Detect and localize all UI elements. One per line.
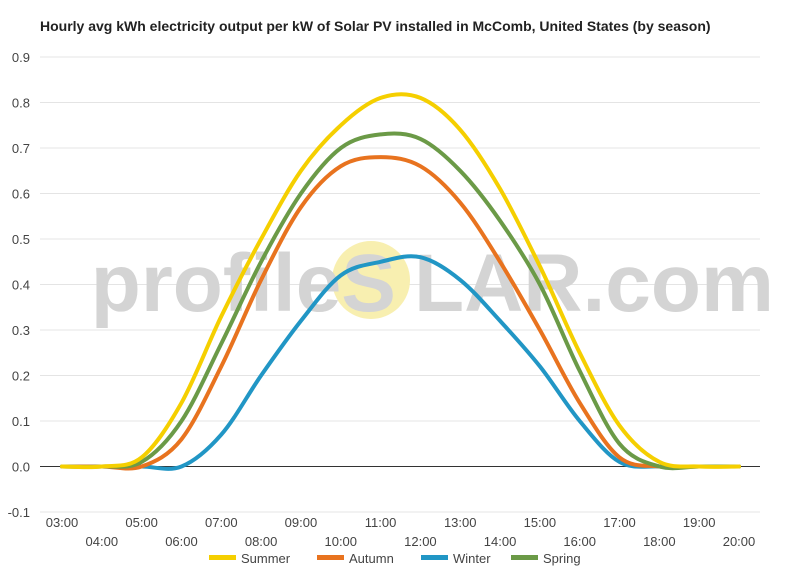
y-tick-label: 0.1	[12, 414, 30, 429]
x-tick-label: 05:00	[125, 515, 158, 530]
y-tick-label: 0.4	[12, 278, 30, 293]
y-tick-label: 0.3	[12, 323, 30, 338]
series-line-winter	[60, 254, 741, 471]
legend-swatch	[209, 555, 236, 560]
x-tick-label: 06:00	[165, 534, 198, 549]
legend-item-autumn: Autumn	[317, 551, 394, 566]
x-tick-label: 08:00	[245, 534, 278, 549]
chart-title: Hourly avg kWh electricity output per kW…	[40, 18, 711, 34]
y-tick-label: -0.1	[8, 505, 30, 520]
x-tick-label: 07:00	[205, 515, 238, 530]
y-tick-label: 0.5	[12, 232, 30, 247]
y-tick-label: 0.7	[12, 141, 30, 156]
series-lines	[60, 92, 741, 471]
legend-swatch	[421, 555, 448, 560]
x-tick-label: 20:00	[723, 534, 756, 549]
x-tick-label: 09:00	[285, 515, 318, 530]
legend-swatch	[317, 555, 344, 560]
legend-label: Winter	[453, 551, 491, 566]
x-tick-label: 17:00	[603, 515, 636, 530]
x-tick-label: 19:00	[683, 515, 716, 530]
legend-label: Summer	[241, 551, 291, 566]
x-tick-label: 14:00	[484, 534, 517, 549]
x-tick-label: 13:00	[444, 515, 477, 530]
series-line-autumn	[60, 155, 741, 471]
legend-label: Autumn	[349, 551, 394, 566]
y-axis-ticks: -0.1 0.0 0.1 0.2 0.3 0.4 0.5 0.6 0.7 0.8 0.9	[8, 50, 30, 520]
x-tick-label: 16:00	[563, 534, 596, 549]
watermark: profileS LAR.com	[91, 238, 774, 329]
x-tick-label: 15:00	[524, 515, 557, 530]
y-tick-label: 0.6	[12, 187, 30, 202]
y-tick-label: 0.2	[12, 369, 30, 384]
y-tick-label: 0.8	[12, 96, 30, 111]
legend: Summer Autumn Winter Spring	[209, 551, 581, 566]
x-tick-label: 10:00	[324, 534, 357, 549]
legend-item-winter: Winter	[421, 551, 491, 566]
watermark-text-right: LAR.com	[414, 238, 774, 329]
x-tick-label: 18:00	[643, 534, 676, 549]
legend-swatch	[511, 555, 538, 560]
series-line-summer	[60, 92, 741, 470]
legend-item-summer: Summer	[209, 551, 291, 566]
x-axis-ticks: 03:00 04:00 05:00 06:00 07:00 08:00 09:00 10:00…	[46, 515, 756, 549]
legend-label: Spring	[543, 551, 581, 566]
x-tick-label: 04:00	[86, 534, 119, 549]
x-tick-label: 03:00	[46, 515, 79, 530]
x-tick-label: 11:00	[365, 515, 397, 530]
series-line-spring	[60, 131, 741, 471]
legend-item-spring: Spring	[511, 551, 581, 566]
x-tick-label: 12:00	[404, 534, 437, 549]
y-tick-label: 0.9	[12, 50, 30, 65]
y-tick-label: 0.0	[12, 460, 30, 475]
